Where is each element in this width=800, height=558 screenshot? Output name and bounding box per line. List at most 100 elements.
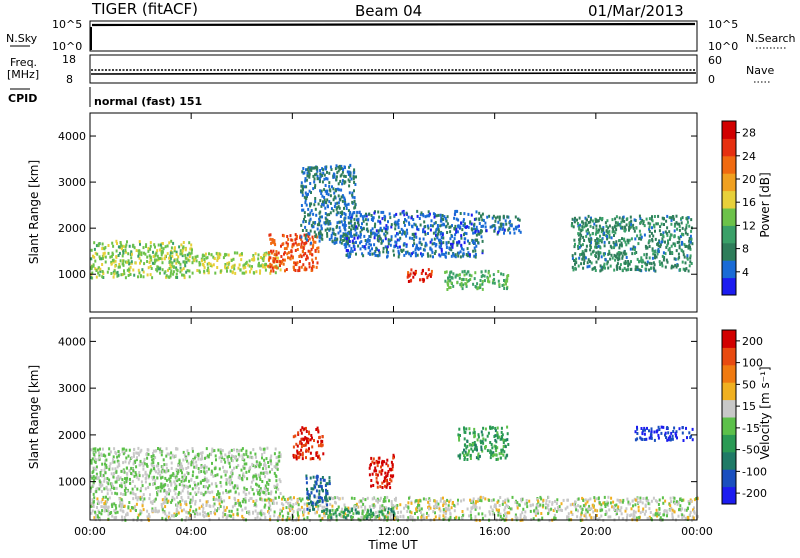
- data-cell: [160, 485, 162, 488]
- data-cell: [609, 258, 611, 261]
- data-cell: [318, 500, 320, 503]
- data-cell: [583, 262, 585, 265]
- data-cell: [106, 466, 108, 469]
- data-cell: [98, 488, 100, 491]
- data-cell: [442, 504, 444, 507]
- data-cell: [250, 451, 252, 454]
- data-cell: [342, 171, 344, 174]
- data-cell: [651, 226, 653, 229]
- data-cell: [583, 504, 585, 507]
- data-cell: [481, 512, 483, 515]
- data-cell: [495, 504, 497, 507]
- data-cell: [481, 235, 483, 238]
- data-cell: [487, 277, 489, 280]
- data-cell: [109, 496, 111, 499]
- data-cell: [203, 467, 205, 470]
- data-cell: [302, 438, 304, 441]
- data-cell: [157, 486, 159, 489]
- data-cell: [398, 255, 400, 258]
- data-cell: [314, 197, 316, 200]
- data-cell: [194, 491, 196, 494]
- data-cell: [118, 274, 120, 277]
- data-cell: [673, 218, 675, 221]
- data-cell: [596, 246, 598, 249]
- data-cell: [95, 490, 97, 493]
- data-cell: [222, 491, 224, 494]
- data-cell: [478, 233, 480, 236]
- data-cell: [312, 505, 314, 508]
- data-cell: [275, 491, 277, 494]
- data-cell: [293, 510, 295, 513]
- data-cell: [646, 263, 648, 266]
- data-cell: [637, 242, 639, 245]
- data-cell: [645, 510, 647, 513]
- data-cell: [645, 505, 647, 508]
- data-cell: [241, 252, 243, 255]
- data-cell: [507, 511, 509, 514]
- data-cell: [585, 235, 587, 238]
- data-cell: [651, 500, 653, 503]
- data-cell: [309, 204, 311, 207]
- data-cell: [182, 468, 184, 471]
- data-cell: [397, 246, 399, 249]
- data-cell: [669, 252, 671, 255]
- data-cell: [463, 498, 465, 501]
- data-cell: [688, 243, 690, 246]
- data-cell: [677, 241, 679, 244]
- data-cell: [406, 232, 408, 235]
- data-cell: [649, 262, 651, 265]
- data-cell: [464, 241, 466, 244]
- data-cell: [649, 226, 651, 229]
- data-cell: [304, 196, 306, 199]
- data-cell: [621, 242, 623, 245]
- colorbar-swatch: [722, 138, 736, 156]
- data-cell: [182, 484, 184, 487]
- data-cell: [220, 476, 222, 479]
- data-cell: [255, 499, 257, 502]
- data-cell: [224, 265, 226, 268]
- data-cell: [457, 225, 459, 228]
- data-cell: [404, 231, 406, 234]
- data-cell: [275, 479, 277, 482]
- data-cell: [375, 233, 377, 236]
- data-cell: [346, 240, 348, 243]
- data-cell: [98, 456, 100, 459]
- data-cell: [109, 465, 111, 468]
- data-cell: [578, 497, 580, 500]
- data-cell: [113, 276, 115, 279]
- data-cell: [416, 210, 418, 213]
- data-cell: [120, 241, 122, 244]
- data-cell: [343, 212, 345, 215]
- data-cell: [183, 241, 185, 244]
- data-cell: [93, 501, 95, 504]
- data-cell: [270, 455, 272, 458]
- data-cell: [465, 278, 467, 281]
- data-cell: [498, 283, 500, 286]
- data-cell: [426, 276, 428, 279]
- data-cell: [470, 510, 472, 513]
- data-cell: [551, 503, 553, 506]
- data-cell: [98, 266, 100, 269]
- data-cell: [462, 220, 464, 223]
- data-cell: [604, 241, 606, 244]
- data-cell: [254, 475, 256, 478]
- data-cell: [663, 259, 665, 262]
- data-cell: [120, 492, 122, 495]
- data-cell: [653, 261, 655, 264]
- data-cell: [164, 489, 166, 492]
- data-cell: [360, 247, 362, 250]
- data-cell: [609, 515, 611, 518]
- data-cell: [309, 252, 311, 255]
- data-cell: [297, 445, 299, 448]
- data-cell: [275, 475, 277, 478]
- data-cell: [690, 235, 692, 238]
- data-cell: [282, 507, 284, 510]
- data-cell: [394, 221, 396, 224]
- y-tick-label: 4000: [58, 130, 86, 143]
- data-cell: [327, 219, 329, 222]
- data-cell: [663, 223, 665, 226]
- data-cell: [286, 268, 288, 271]
- data-cell: [426, 244, 428, 247]
- data-cell: [126, 240, 128, 243]
- data-cell: [118, 463, 120, 466]
